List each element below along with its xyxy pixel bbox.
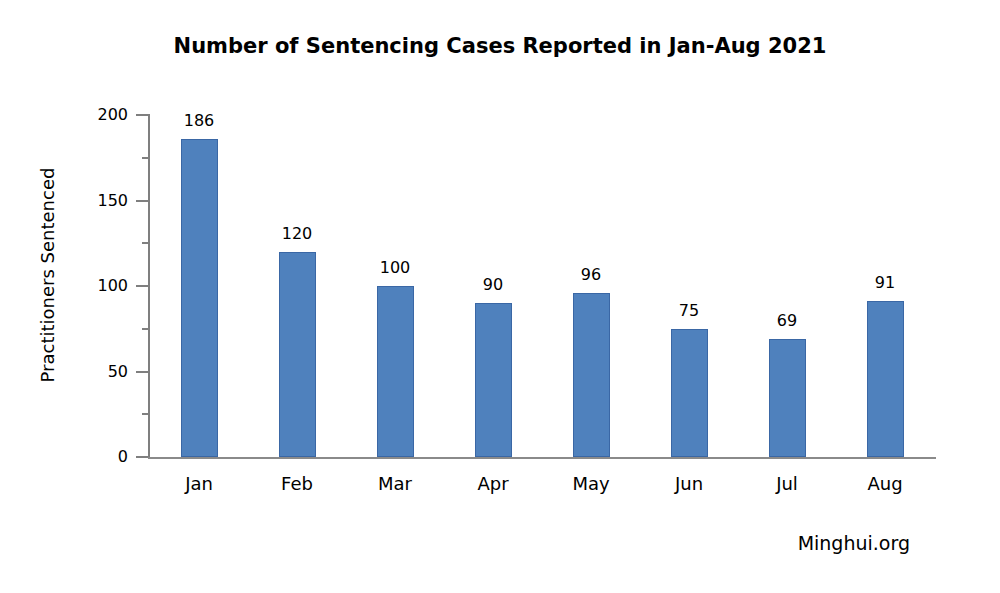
y-tick-label: 50 [58,362,128,382]
y-major-tick [136,114,148,116]
bar-mar [377,286,414,457]
x-tick-label: Mar [355,474,435,494]
y-minor-tick [142,242,148,244]
bar-value-label: 69 [757,313,817,329]
bar-value-label: 75 [659,303,719,319]
bar-value-label: 186 [169,113,229,129]
x-tick-label: Jan [159,474,239,494]
y-axis-line [148,114,150,458]
y-tick-label: 200 [58,105,128,125]
bar-value-label: 100 [365,260,425,276]
bar-jun [671,329,708,457]
x-tick-label: May [551,474,631,494]
bar-value-label: 120 [267,226,327,242]
chart-title: Number of Sentencing Cases Reported in J… [0,34,1000,58]
y-major-tick [136,371,148,373]
y-axis-title: Practitioners Sentenced [37,125,59,425]
y-minor-tick [142,328,148,330]
bar-jan [181,139,218,457]
y-tick-label: 0 [58,447,128,467]
bar-value-label: 90 [463,277,523,293]
bar-value-label: 96 [561,267,621,283]
y-tick-label: 100 [58,276,128,296]
x-tick-label: Aug [845,474,925,494]
y-minor-tick [142,157,148,159]
x-tick-label: Apr [453,474,533,494]
bar-jul [769,339,806,457]
y-major-tick [136,456,148,458]
y-major-tick [136,200,148,202]
x-axis-line [148,457,936,459]
y-major-tick [136,285,148,287]
bar-apr [475,303,512,457]
bar-may [573,293,610,457]
y-minor-tick [142,413,148,415]
y-tick-label: 150 [58,191,128,211]
bar-feb [279,252,316,457]
source-watermark: Minghui.org [740,531,910,555]
bar-value-label: 91 [855,275,915,291]
bar-aug [867,301,904,457]
x-tick-label: Jul [747,474,827,494]
x-tick-label: Feb [257,474,337,494]
bar-chart-figure: Number of Sentencing Cases Reported in J… [0,0,1000,593]
x-tick-label: Jun [649,474,729,494]
